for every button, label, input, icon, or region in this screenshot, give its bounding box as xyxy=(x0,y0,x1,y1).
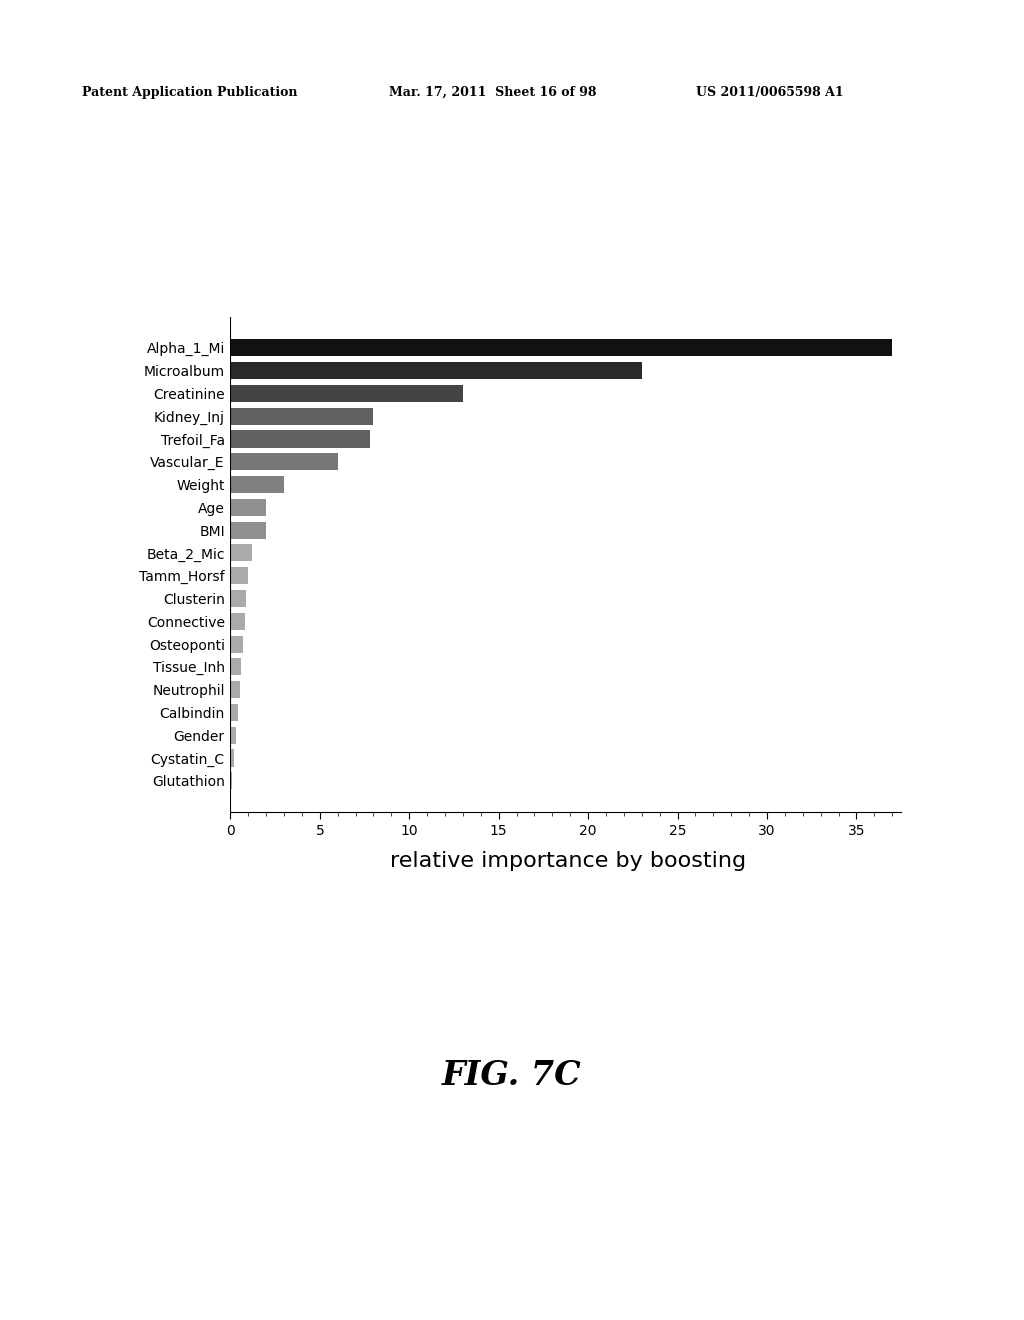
Bar xyxy=(230,544,252,561)
Bar xyxy=(230,635,243,652)
Bar xyxy=(230,568,248,585)
Bar xyxy=(230,453,338,470)
Bar xyxy=(230,590,247,607)
Text: FIG. 7C: FIG. 7C xyxy=(442,1059,582,1093)
Bar xyxy=(230,362,642,379)
Bar xyxy=(230,408,374,425)
Bar xyxy=(230,521,266,539)
Text: US 2011/0065598 A1: US 2011/0065598 A1 xyxy=(696,86,844,99)
Bar xyxy=(230,772,232,789)
Bar xyxy=(230,750,233,767)
Bar xyxy=(230,704,238,721)
Bar xyxy=(230,477,284,494)
Bar xyxy=(230,681,241,698)
Bar xyxy=(230,339,892,356)
Bar xyxy=(230,726,236,743)
Bar xyxy=(230,430,370,447)
Text: Patent Application Publication: Patent Application Publication xyxy=(82,86,297,99)
Text: Mar. 17, 2011  Sheet 16 of 98: Mar. 17, 2011 Sheet 16 of 98 xyxy=(389,86,597,99)
Bar xyxy=(230,499,266,516)
Bar xyxy=(230,612,245,630)
Bar xyxy=(230,385,463,403)
Text: relative importance by boosting: relative importance by boosting xyxy=(390,850,746,871)
Bar xyxy=(230,659,241,676)
